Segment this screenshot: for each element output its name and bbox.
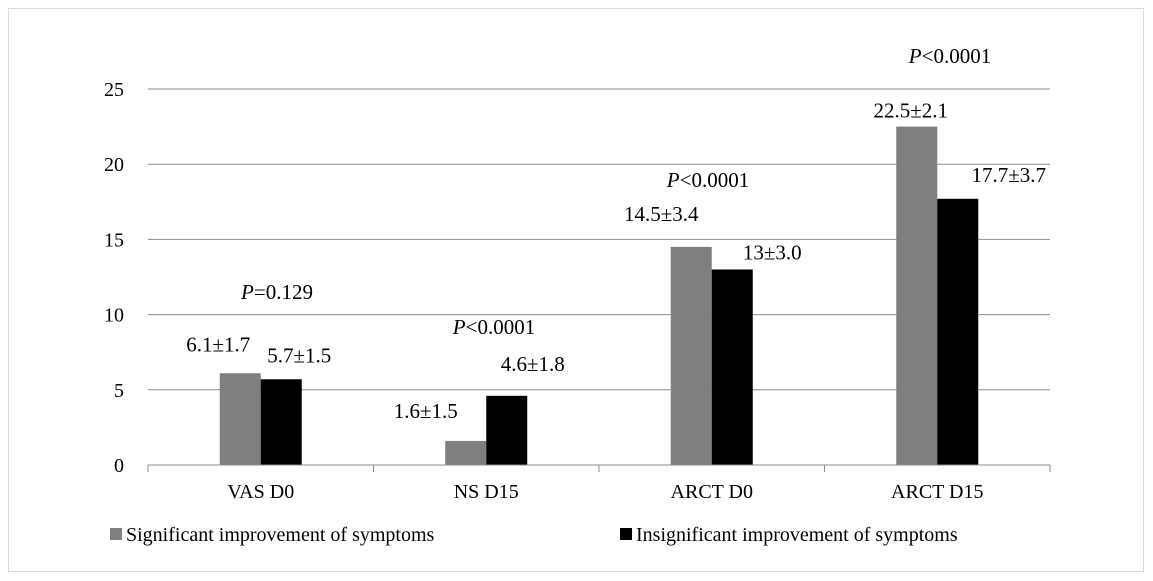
p-value-label: P<0.0001	[666, 168, 749, 192]
data-label: 4.6±1.8	[501, 352, 565, 376]
data-label: 14.5±3.4	[624, 202, 699, 226]
bars	[219, 126, 979, 466]
y-tick-label: 0	[114, 455, 124, 477]
legend-label: Significant improvement of symptoms	[126, 524, 435, 546]
legend: Significant improvement of symptoms Insig…	[110, 524, 958, 546]
bar	[219, 373, 261, 465]
y-tick-label: 10	[104, 305, 124, 327]
bar	[486, 395, 528, 465]
data-label: 1.6±1.5	[394, 399, 458, 423]
x-tick-label: NS D15	[454, 481, 519, 503]
p-value-annotations: P=0.129 P<0.0001 P<0.0001 P<0.0001	[240, 44, 991, 339]
bar	[670, 246, 712, 465]
p-value-label: P<0.0001	[908, 44, 991, 68]
legend-swatch	[620, 528, 632, 540]
y-tick-label: 5	[114, 380, 124, 402]
y-tick-label: 15	[104, 229, 124, 251]
data-label: 13±3.0	[743, 240, 802, 264]
data-label: 17.7±3.7	[971, 163, 1046, 187]
bar	[896, 126, 938, 465]
y-axis-ticks: 0 5 10 15 20 25	[104, 79, 124, 477]
x-axis: VAS D0 NS D15 ARCT D0 ARCT D15	[147, 464, 1051, 503]
y-tick-label: 25	[104, 79, 124, 101]
bar	[260, 379, 302, 465]
p-value-label: P=0.129	[240, 280, 313, 304]
x-tick-label: ARCT D0	[671, 481, 753, 503]
legend-label: Insignificant improvement of symptoms	[636, 524, 958, 546]
data-labels: 6.1±1.7 5.7±1.5 1.6±1.5 4.6±1.8 14.5±3.4 13±3…	[186, 99, 1046, 423]
bar	[445, 440, 487, 465]
data-label: 5.7±1.5	[267, 343, 331, 367]
data-label: 6.1±1.7	[186, 332, 250, 356]
legend-swatch	[110, 528, 122, 540]
x-tick-label: VAS D0	[227, 481, 294, 503]
data-label: 22.5±2.1	[873, 99, 948, 123]
y-tick-label: 20	[104, 154, 124, 176]
p-value-label: P<0.0001	[452, 315, 535, 339]
bar	[711, 269, 753, 465]
bar	[937, 198, 979, 466]
x-tick-label: ARCT D15	[891, 481, 983, 503]
